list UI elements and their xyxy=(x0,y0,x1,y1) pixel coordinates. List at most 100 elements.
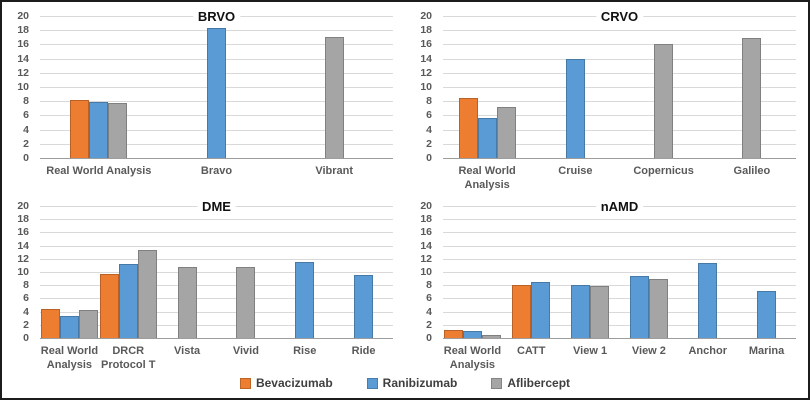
category-bars xyxy=(158,16,276,158)
gridline xyxy=(443,311,796,313)
x-axis-labels: Real World Analysis CATT View 1 View 2 Ancho… xyxy=(443,341,796,373)
bar-aflibercept xyxy=(654,43,674,158)
y-tick-label: 0 xyxy=(23,332,29,344)
gridline xyxy=(40,245,393,247)
legend-item-ranibizumab: Ranibizumab xyxy=(366,376,457,390)
gridline xyxy=(443,272,796,273)
category-bars xyxy=(708,16,796,158)
y-tick-label: 10 xyxy=(17,81,29,93)
y-tick-label: 6 xyxy=(426,109,432,122)
y-tick-label: 0 xyxy=(426,332,432,344)
y-tick-label: 20 xyxy=(420,200,432,212)
category-bars xyxy=(561,206,620,338)
gridline xyxy=(40,324,393,326)
gridline xyxy=(443,72,796,74)
y-tick-label: 12 xyxy=(17,252,29,265)
category-bars xyxy=(158,206,217,338)
x-category-label: Real World Analysis xyxy=(40,345,99,372)
y-tick-label: 2 xyxy=(426,137,432,150)
gridline xyxy=(40,311,393,313)
bar-ranibizumab xyxy=(89,101,109,158)
chart-title: BRVO xyxy=(192,9,241,24)
y-tick-label: 8 xyxy=(23,279,29,292)
gridline xyxy=(40,232,393,234)
gridline xyxy=(40,158,393,159)
bars-area xyxy=(40,206,393,338)
bar-aflibercept xyxy=(496,106,516,158)
bar-aflibercept xyxy=(324,36,344,158)
gridline xyxy=(40,298,393,300)
bar-aflibercept xyxy=(108,102,128,158)
gridline xyxy=(443,87,796,88)
y-axis: 20 18 16 14 12 10 8 6 4 2 0 xyxy=(405,200,439,344)
bar-aflibercept xyxy=(177,267,197,338)
category-bars xyxy=(737,206,796,338)
ranibizumab-swatch-icon xyxy=(366,377,378,389)
bar-ranibizumab xyxy=(571,284,591,338)
category-bars xyxy=(502,206,561,338)
x-category-label: Bravo xyxy=(200,165,233,177)
charts-grid: 20 18 16 14 12 10 8 6 4 2 0 BRVO Real World Analys… xyxy=(2,2,808,374)
y-tick-label: 16 xyxy=(17,38,29,51)
y-tick-label: 18 xyxy=(420,213,432,226)
x-category-label: CATT xyxy=(516,345,546,357)
gridline xyxy=(443,115,796,117)
bar-ranibizumab xyxy=(698,263,718,338)
y-tick-label: 16 xyxy=(17,226,29,239)
gridline xyxy=(40,338,393,339)
legend-item-bevacizumab: Bevacizumab xyxy=(239,376,333,390)
legend-label: Aflibercept xyxy=(507,376,571,390)
bar-aflibercept xyxy=(78,310,98,338)
y-tick-label: 6 xyxy=(426,292,432,305)
aflibercept-swatch-icon xyxy=(491,377,503,389)
gridline xyxy=(443,324,796,326)
gridline xyxy=(40,219,393,221)
bevacizumab-swatch-icon xyxy=(239,377,251,389)
bars-area xyxy=(443,206,796,338)
category-bars xyxy=(678,206,737,338)
y-tick-label: 0 xyxy=(426,152,432,164)
bar-aflibercept xyxy=(236,267,256,338)
y-tick-label: 12 xyxy=(420,252,432,265)
y-tick-label: 20 xyxy=(420,10,432,22)
y-tick-label: 8 xyxy=(23,95,29,108)
bar-bevacizumab xyxy=(40,308,60,338)
y-tick-label: 4 xyxy=(23,123,29,136)
y-tick-label: 8 xyxy=(426,95,432,108)
plot-area: CRVO xyxy=(443,9,796,159)
y-tick-label: 14 xyxy=(17,239,29,252)
x-category-label: Real World Analysis xyxy=(443,345,502,372)
chart-crvo: 20 18 16 14 12 10 8 6 4 2 0 CRVO Real World Analys… xyxy=(405,2,808,192)
bar-bevacizumab xyxy=(70,99,90,158)
category-bars xyxy=(619,206,678,338)
y-tick-label: 18 xyxy=(17,213,29,226)
gridline xyxy=(40,272,393,273)
bar-bevacizumab xyxy=(443,330,463,338)
y-tick-label: 12 xyxy=(17,66,29,79)
bar-ranibizumab xyxy=(629,275,649,338)
gridline xyxy=(443,44,796,46)
legend-item-aflibercept: Aflibercept xyxy=(491,376,570,390)
y-tick-label: 14 xyxy=(420,52,432,65)
gridline xyxy=(443,258,796,260)
bar-ranibizumab xyxy=(565,59,585,158)
y-tick-label: 14 xyxy=(420,239,432,252)
category-bars xyxy=(275,16,393,158)
bar-ranibizumab xyxy=(207,28,226,158)
x-category-label: Ride xyxy=(351,345,376,357)
x-category-label: Real World Analysis xyxy=(458,165,516,192)
chart-namd: 20 18 16 14 12 10 8 6 4 2 0 nAMD Real World Analys… xyxy=(405,192,808,374)
bars-area xyxy=(443,16,796,158)
bar-ranibizumab xyxy=(757,291,777,338)
category-bars xyxy=(620,16,708,158)
gridline xyxy=(40,285,393,287)
plot-area: DME xyxy=(40,199,393,339)
bar-aflibercept xyxy=(137,250,157,338)
x-category-label: Galileo xyxy=(733,165,771,177)
y-tick-label: 20 xyxy=(17,10,29,22)
bar-ranibizumab xyxy=(462,330,482,338)
y-tick-label: 14 xyxy=(17,52,29,65)
y-tick-label: 2 xyxy=(23,137,29,150)
y-tick-label: 10 xyxy=(17,266,29,278)
x-category-label: Real World Analysis xyxy=(46,165,152,177)
